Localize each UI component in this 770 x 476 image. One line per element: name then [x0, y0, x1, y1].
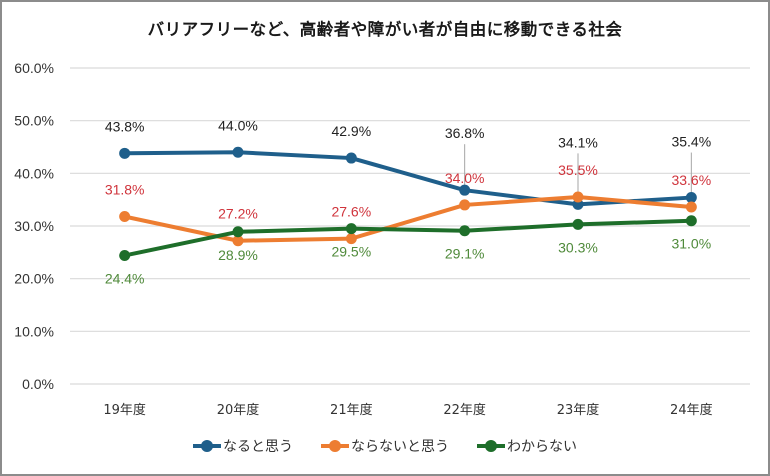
legend-item-naranai[interactable]: ならないと思う — [321, 436, 449, 456]
data-label: 30.3% — [558, 239, 598, 255]
y-axis-ticks: 0.0% 10.0% 20.0% 30.0% 40.0% 50.0% 60.0% — [14, 60, 54, 392]
x-axis-ticks: 19年度 20年度 21年度 22年度 23年度 24年度 — [103, 402, 712, 418]
data-label: 42.9% — [331, 123, 371, 139]
data-label: 34.1% — [558, 134, 598, 150]
data-label: 29.5% — [331, 244, 371, 260]
data-point — [459, 184, 471, 196]
y-tick-label: 10.0% — [14, 323, 54, 339]
data-label: 34.0% — [445, 170, 485, 186]
y-tick-label: 40.0% — [14, 165, 54, 181]
data-label: 31.0% — [671, 236, 711, 252]
legend-label: わからない — [507, 439, 577, 455]
legend-item-naru[interactable]: なると思う — [193, 436, 293, 456]
data-label: 27.6% — [331, 204, 371, 220]
chart-title: バリアフリーなど、高齢者や障がい者が自由に移動できる社会 — [147, 20, 623, 39]
data-point — [459, 199, 471, 211]
data-label: 35.4% — [671, 134, 711, 150]
y-tick-label: 60.0% — [14, 60, 54, 76]
data-point — [119, 147, 131, 159]
legend-swatch-wakaranai-icon — [477, 440, 505, 452]
data-label: 24.4% — [105, 270, 145, 286]
legend-item-wakaranai[interactable]: わからない — [477, 436, 577, 456]
data-label: 27.2% — [218, 206, 258, 222]
x-tick-label: 24年度 — [670, 402, 713, 418]
data-label: 31.8% — [105, 182, 145, 198]
data-point — [685, 201, 697, 213]
data-label: 35.5% — [558, 162, 598, 178]
legend-label: なると思う — [223, 439, 293, 455]
data-point — [572, 191, 584, 203]
x-tick-label: 22年度 — [443, 402, 486, 418]
data-label: 33.6% — [671, 172, 711, 188]
legend-label: ならないと思う — [351, 439, 449, 455]
data-point — [685, 215, 697, 227]
x-tick-label: 20年度 — [217, 402, 260, 418]
data-label: 43.8% — [105, 118, 145, 134]
legend-swatch-naranai-icon — [321, 440, 349, 452]
data-label: 44.0% — [218, 117, 258, 133]
data-point — [685, 192, 697, 204]
data-label: 36.8% — [445, 125, 485, 141]
data-label: 28.9% — [218, 247, 258, 263]
data-point — [459, 225, 471, 237]
y-tick-label: 20.0% — [14, 271, 54, 287]
data-point — [232, 226, 244, 238]
data-point — [345, 152, 357, 164]
x-tick-label: 23年度 — [557, 402, 600, 418]
data-point — [345, 233, 357, 245]
data-point — [232, 146, 244, 158]
data-point — [119, 211, 131, 223]
data-point — [232, 235, 244, 247]
series-lines — [119, 146, 697, 261]
series-line — [124, 218, 692, 258]
y-tick-label: 30.0% — [14, 218, 54, 234]
legend-swatch-naru-icon — [193, 440, 221, 452]
data-point — [119, 249, 131, 261]
data-label: 29.1% — [445, 246, 485, 262]
x-tick-label: 19年度 — [103, 402, 146, 418]
data-point — [572, 218, 584, 230]
y-tick-label: 0.0% — [22, 376, 54, 392]
legend: なると思う ならないと思う わからない — [0, 436, 770, 456]
series-line — [124, 150, 692, 207]
data-labels: 43.8% 44.0% 42.9% 36.8% 34.1% 35.4% 31.8% 27.2%… — [105, 117, 711, 286]
data-point — [345, 223, 357, 235]
gridlines — [70, 67, 750, 385]
y-tick-label: 50.0% — [14, 113, 54, 129]
x-tick-label: 21年度 — [330, 402, 373, 418]
